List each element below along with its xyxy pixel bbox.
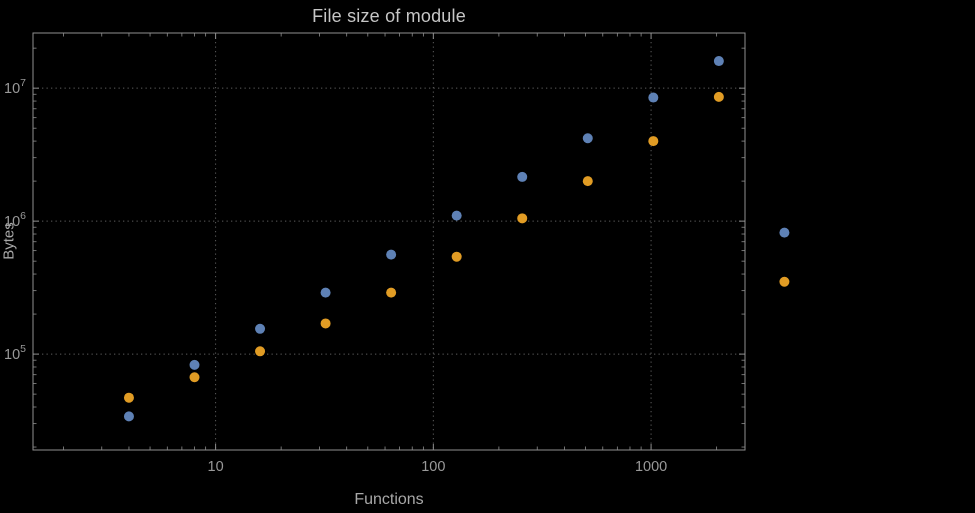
data-point-blue xyxy=(713,56,724,67)
x-tick-label: 100 xyxy=(421,459,445,475)
data-point-orange xyxy=(713,91,724,102)
plot-frame xyxy=(32,32,746,451)
data-point-orange xyxy=(779,276,790,287)
data-point-orange xyxy=(648,136,659,147)
x-tick-label: 1000 xyxy=(635,459,667,475)
data-point-blue xyxy=(451,210,462,221)
data-point-blue xyxy=(517,171,528,182)
data-point-blue xyxy=(648,92,659,103)
data-point-orange xyxy=(255,346,266,357)
x-axis-label: Functions xyxy=(354,491,424,508)
data-point-blue xyxy=(582,133,593,144)
y-tick-label: 106 xyxy=(4,210,26,230)
data-point-orange xyxy=(320,318,331,329)
y-tick-label: 107 xyxy=(4,77,26,97)
data-point-blue xyxy=(779,227,790,238)
data-point-orange xyxy=(386,287,397,298)
data-point-blue xyxy=(255,323,266,334)
y-tick-label: 105 xyxy=(4,343,26,363)
data-point-blue xyxy=(320,287,331,298)
data-point-orange xyxy=(189,372,200,383)
x-tick-label: 10 xyxy=(208,459,224,475)
data-point-orange xyxy=(123,392,134,403)
data-point-orange xyxy=(582,176,593,187)
chart-title: File size of module xyxy=(312,6,466,26)
y-axis-label: Bytes xyxy=(0,222,18,260)
data-point-orange xyxy=(517,213,528,224)
data-point-blue xyxy=(189,359,200,370)
data-point-blue xyxy=(123,411,134,422)
data-point-blue xyxy=(386,249,397,260)
data-point-orange xyxy=(451,251,462,262)
